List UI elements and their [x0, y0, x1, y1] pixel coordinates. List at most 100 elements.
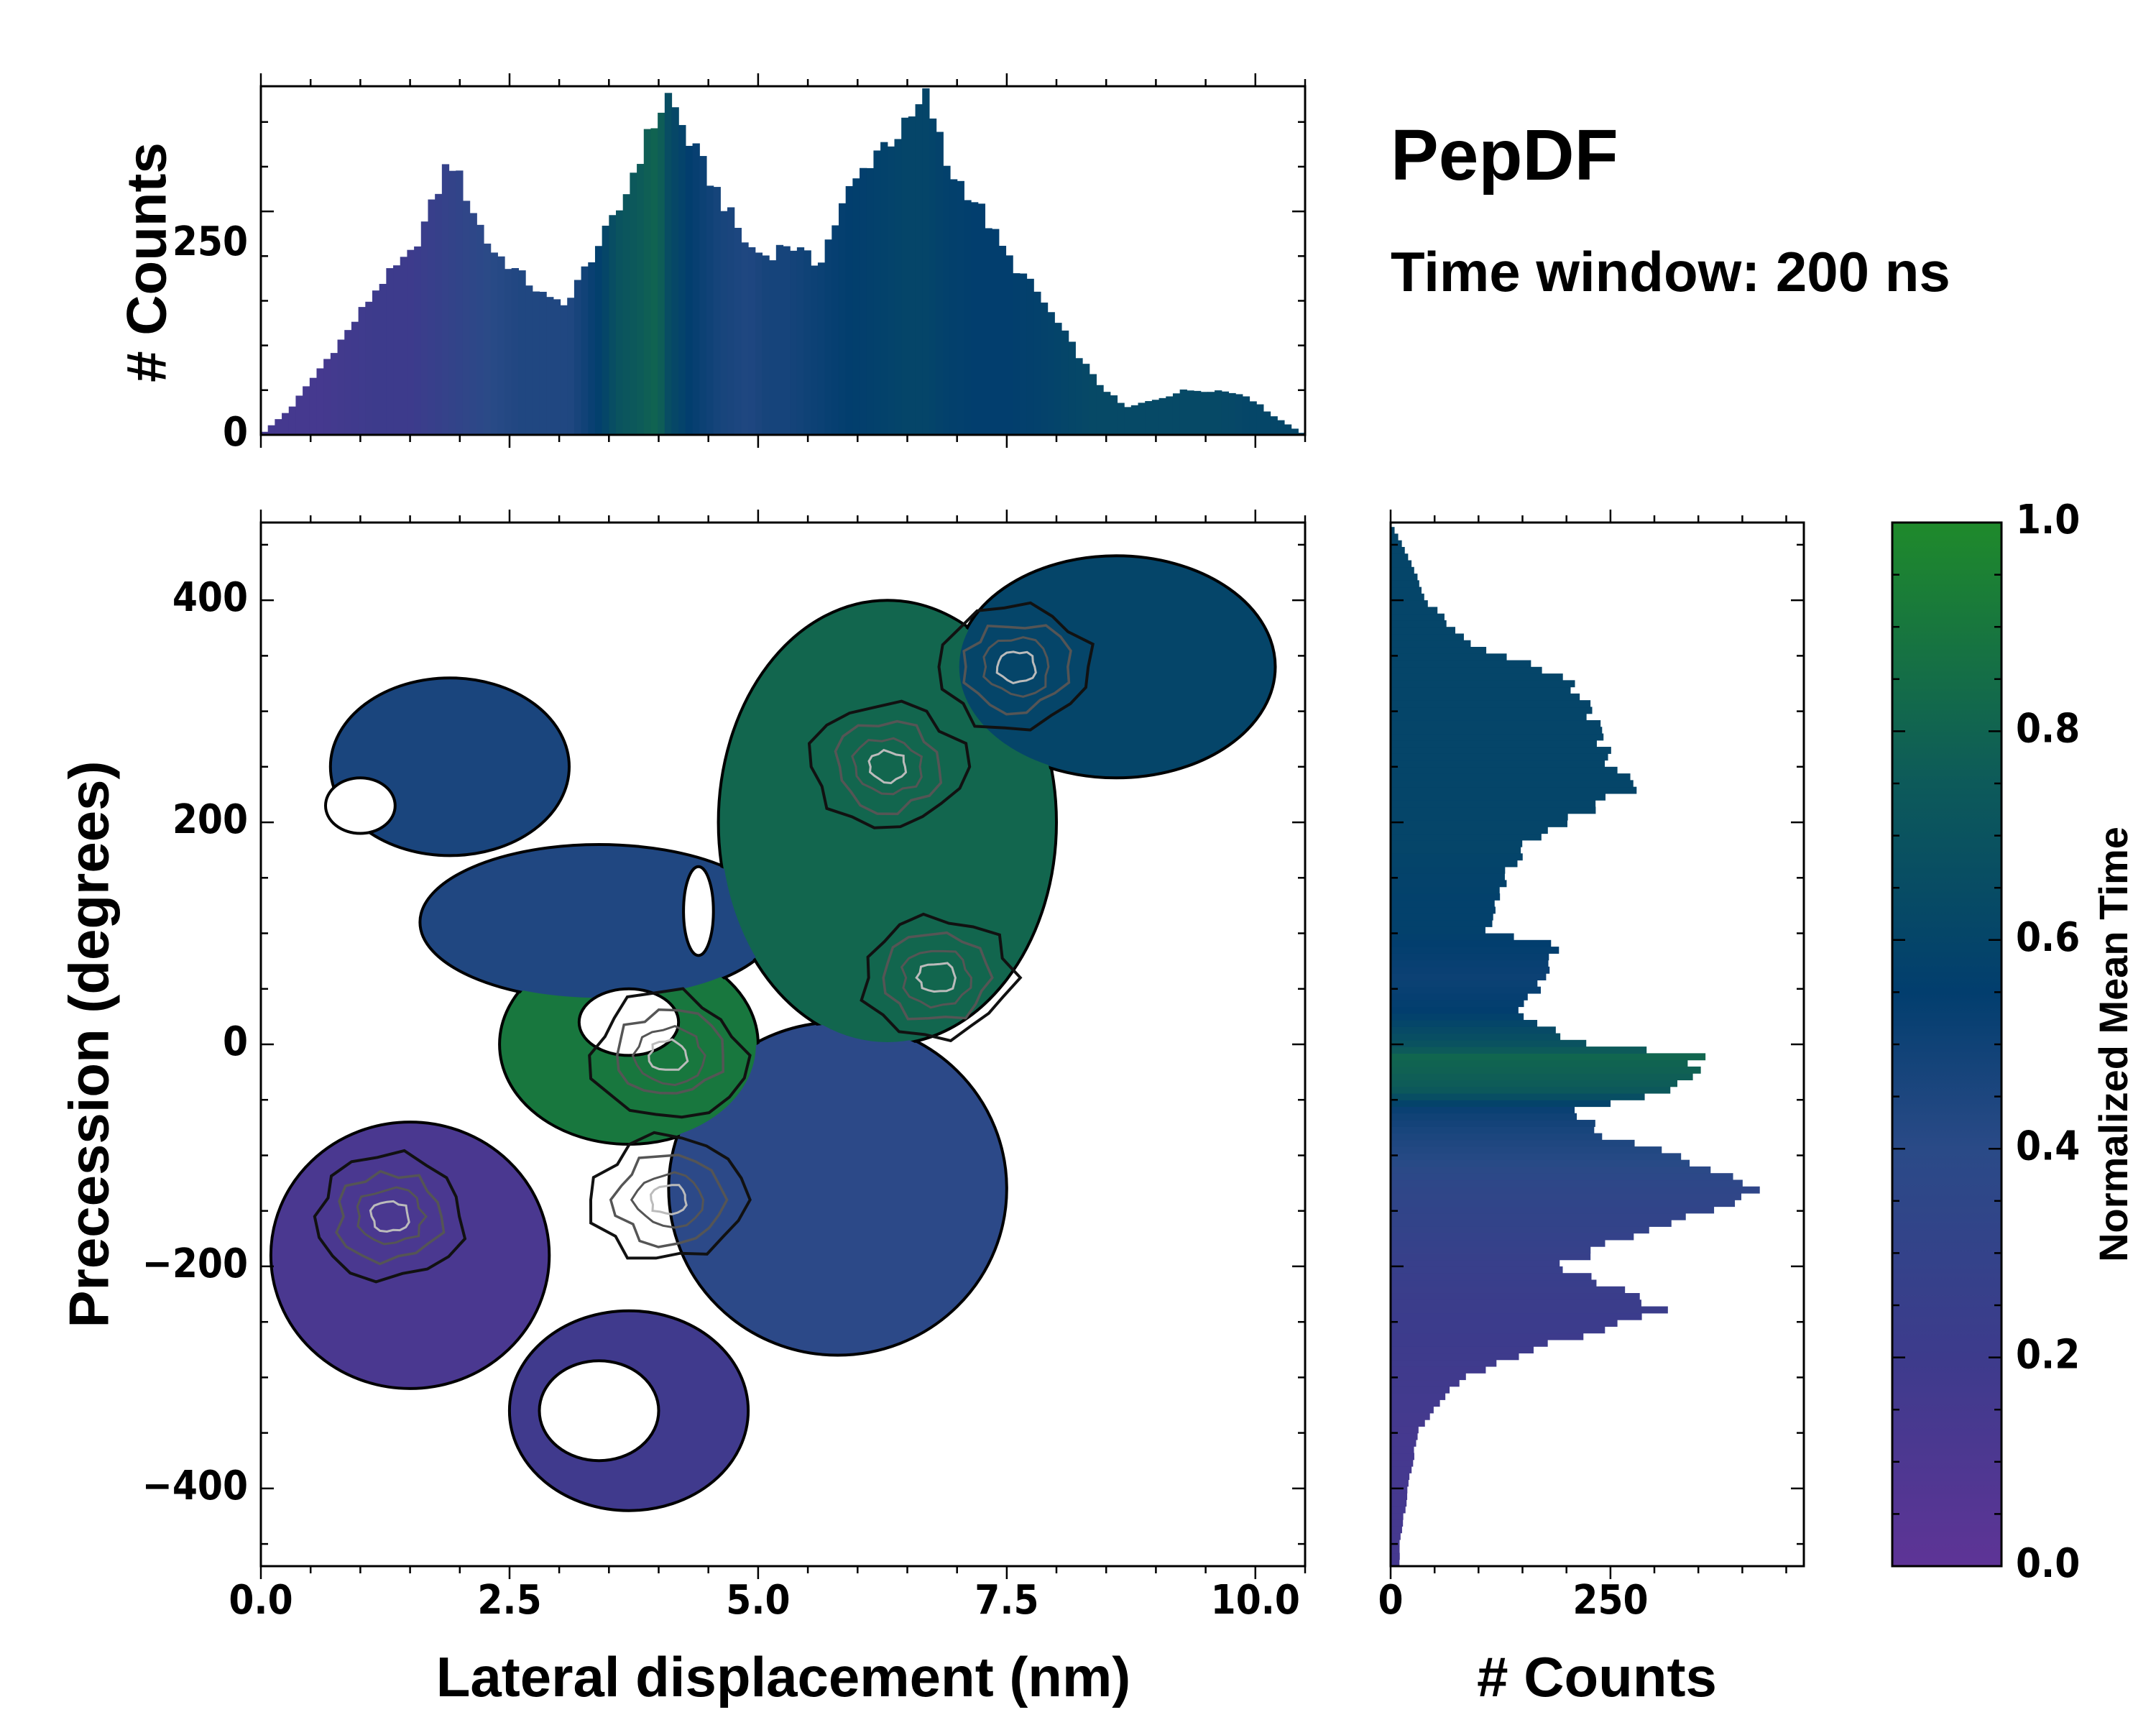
right-hist-bar: [1391, 1020, 1537, 1027]
top-hist-bar: [985, 229, 992, 436]
top-hist-bar: [894, 139, 901, 435]
top-hist-bar: [1027, 279, 1034, 435]
top-hist-bar: [567, 298, 574, 435]
top-hist-bar: [1284, 425, 1291, 435]
top-hist-bar: [602, 226, 609, 435]
top-hist-bar: [372, 290, 379, 435]
top-hist-bar: [1250, 401, 1257, 435]
top-hist-bar: [574, 280, 581, 435]
right-hist-bar: [1391, 1360, 1496, 1367]
right-hist-bar: [1391, 1379, 1460, 1386]
heatmap-region-fill: [959, 558, 1273, 776]
top-hist-bar: [1207, 392, 1215, 435]
top-hist-bar: [561, 305, 568, 435]
top-hist-bar: [1138, 402, 1146, 435]
top-hist-bar: [901, 118, 908, 435]
right-hist-bar: [1391, 687, 1571, 694]
heatmap-hole: [540, 1361, 659, 1460]
cb-tick-label-0-6: 0.6: [2016, 914, 2080, 961]
top-hist-bar: [1201, 392, 1208, 435]
right-hist-bar: [1391, 834, 1542, 841]
top-hist-bar: [1271, 416, 1278, 435]
top-hist-bar: [971, 202, 978, 435]
top-hist-bar: [769, 260, 776, 435]
right-hist-bar: [1391, 1266, 1563, 1274]
right-hist-bar: [1391, 1526, 1402, 1533]
figure-subtitle: Time window: 200 ns: [1391, 240, 1950, 303]
right-hist-bar: [1391, 1353, 1519, 1360]
top-hist-bar: [957, 181, 964, 435]
right-hist-bar: [1391, 1466, 1411, 1473]
right-hist-bar: [1391, 980, 1537, 987]
right-hist-bar: [1391, 1433, 1418, 1440]
top-hist-bar: [1061, 331, 1069, 435]
top-hist-bar: [1166, 396, 1173, 435]
top-hist-bar: [386, 268, 393, 435]
top-hist-bar: [699, 156, 706, 435]
top-hist-bar: [393, 265, 400, 435]
right-hist-bar: [1391, 914, 1493, 921]
top-hist-bar: [588, 262, 595, 435]
right-hist-bar: [1391, 900, 1495, 907]
top-hist-bar: [1020, 274, 1027, 435]
top-hist-bar: [672, 107, 679, 435]
right-hist-bar: [1391, 1480, 1409, 1487]
top-hist-bar: [637, 164, 644, 435]
right-hist-bar: [1391, 1413, 1430, 1420]
right-hist-bar: [1391, 1034, 1560, 1041]
top-hist-bar: [533, 292, 540, 435]
top-hist-bar: [1145, 401, 1152, 435]
heatmap-hole: [579, 989, 678, 1056]
right-hist-bar: [1391, 553, 1408, 561]
right-hist-bar: [1391, 800, 1595, 807]
right-hist-bar: [1391, 1093, 1645, 1100]
right-hist-bar: [1391, 714, 1587, 721]
top-hist-bar: [755, 252, 763, 435]
top-hist-bar: [435, 194, 442, 435]
top-hist-bar: [525, 285, 533, 435]
top-hist-bar: [1228, 393, 1235, 435]
right-hist-bar: [1391, 794, 1606, 801]
right-hist-bar: [1391, 767, 1618, 774]
main-ylabel: Precession (degrees): [57, 760, 121, 1328]
right-hist-bar: [1391, 1519, 1403, 1527]
right-hist-bar: [1391, 640, 1470, 648]
right-hist-bar: [1391, 1273, 1592, 1280]
right-hist-bar: [1391, 1346, 1534, 1353]
top-hist-bar: [1173, 393, 1180, 435]
right-hist-bar: [1391, 1320, 1618, 1327]
top-hist-bar: [929, 119, 936, 435]
right-hist-bar: [1391, 753, 1608, 760]
right-hist-bar: [1391, 1133, 1602, 1141]
top-hist-bar: [727, 207, 734, 435]
top-hist-bar: [748, 247, 755, 435]
right-hist-bar: [1391, 1193, 1741, 1200]
top-hist-bar: [678, 125, 686, 435]
ytick-label-neg200: −200: [142, 1241, 248, 1287]
ytick-label-400: 400: [172, 574, 248, 621]
right-hist-bar: [1391, 1287, 1625, 1294]
right-hist-bar: [1391, 1340, 1548, 1347]
top-hist-bar: [867, 168, 874, 435]
right-hist-bar: [1391, 567, 1414, 574]
right-hist-bar: [1391, 633, 1464, 640]
top-hist-bar: [1110, 395, 1118, 435]
right-hist-bar: [1391, 1240, 1605, 1247]
top-hist-bar: [407, 250, 414, 435]
top-hist-bar: [964, 200, 971, 435]
top-hist-bar: [359, 307, 366, 435]
right-hist-bar: [1391, 1333, 1583, 1340]
top-hist-bar: [1117, 403, 1124, 435]
right-hist-bar: [1391, 1300, 1641, 1307]
top-ytick-label-250: 250: [172, 218, 248, 265]
top-hist-bar: [1159, 398, 1166, 435]
figure: 250 0 # Counts PepDF Time window: 200 ns…: [0, 0, 2156, 1725]
top-hist-bar: [992, 229, 999, 435]
top-hist-bar: [860, 168, 867, 435]
right-marginal-histogram: 0 250 # Counts: [1378, 510, 1804, 1708]
cb-tick-label-0: 0.0: [2016, 1540, 2080, 1587]
top-hist-bar: [950, 179, 957, 435]
right-hist-bar: [1391, 1499, 1406, 1506]
top-hist-bar: [1041, 303, 1048, 435]
top-hist-bar: [1013, 273, 1020, 435]
